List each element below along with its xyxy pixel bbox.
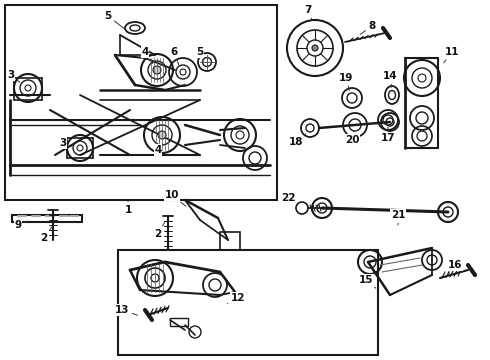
Text: 18: 18 bbox=[289, 134, 306, 147]
Text: 5: 5 bbox=[104, 11, 124, 28]
Text: 13: 13 bbox=[115, 305, 137, 315]
Text: 3: 3 bbox=[59, 138, 72, 148]
Text: 9: 9 bbox=[14, 220, 27, 230]
Text: 22: 22 bbox=[281, 193, 298, 205]
Text: 5: 5 bbox=[196, 47, 204, 62]
Bar bbox=[5, 5, 277, 200]
Text: 16: 16 bbox=[448, 260, 462, 275]
Text: 15: 15 bbox=[359, 275, 376, 288]
Bar bbox=[220, 232, 240, 250]
Circle shape bbox=[312, 45, 318, 51]
Text: 1: 1 bbox=[124, 201, 132, 215]
Text: 4: 4 bbox=[141, 47, 152, 64]
Circle shape bbox=[158, 131, 166, 139]
Text: 17: 17 bbox=[381, 127, 395, 143]
Text: 8: 8 bbox=[360, 21, 376, 35]
Text: 4: 4 bbox=[154, 141, 162, 155]
Text: 2: 2 bbox=[154, 222, 165, 239]
Text: 19: 19 bbox=[339, 73, 353, 90]
Text: 14: 14 bbox=[383, 71, 397, 87]
Circle shape bbox=[153, 66, 161, 74]
Text: 7: 7 bbox=[304, 5, 312, 19]
Bar bbox=[170, 318, 188, 326]
Text: 11: 11 bbox=[444, 47, 459, 63]
Text: 21: 21 bbox=[391, 210, 405, 225]
Text: 2: 2 bbox=[40, 226, 52, 243]
Text: 20: 20 bbox=[345, 131, 359, 145]
Bar bbox=[118, 250, 378, 355]
Text: 3: 3 bbox=[7, 70, 20, 82]
Text: 6: 6 bbox=[171, 47, 179, 66]
Text: 10: 10 bbox=[165, 190, 186, 206]
Text: 12: 12 bbox=[227, 293, 245, 304]
